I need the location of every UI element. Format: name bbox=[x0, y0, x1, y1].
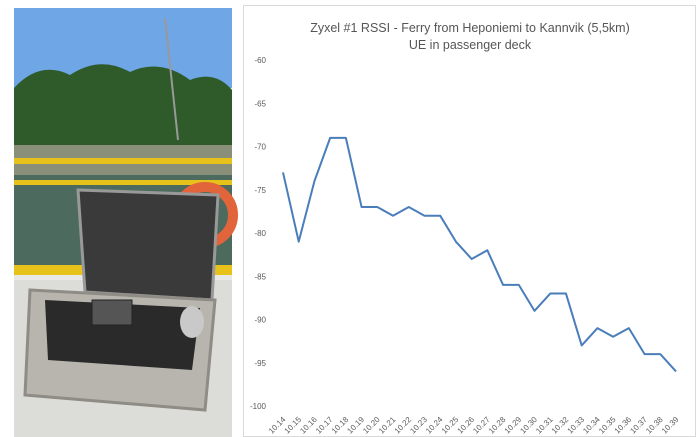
antenna bbox=[180, 306, 204, 338]
router bbox=[92, 300, 132, 325]
y-tick-label: -95 bbox=[254, 359, 266, 368]
y-tick-label: -90 bbox=[254, 316, 266, 325]
railing-top bbox=[14, 158, 232, 164]
y-tick-label: -60 bbox=[254, 56, 266, 65]
y-tick-label: -65 bbox=[254, 99, 266, 108]
case-lid bbox=[78, 190, 218, 300]
y-tick-label: -75 bbox=[254, 186, 266, 195]
photo bbox=[14, 8, 233, 437]
y-tick-label: -80 bbox=[254, 229, 266, 238]
chart-title: Zyxel #1 RSSI - Ferry from Heponiemi to … bbox=[300, 20, 640, 54]
y-tick-label: -100 bbox=[250, 402, 267, 411]
chart-frame bbox=[244, 6, 696, 437]
y-tick-label: -70 bbox=[254, 143, 266, 152]
page: {"chart_data": {"type": "line", "title":… bbox=[0, 0, 696, 437]
screenshot: -60-65-70-75-80-85-90-95-10010.1410.1510… bbox=[0, 0, 696, 437]
y-tick-label: -85 bbox=[254, 272, 266, 281]
